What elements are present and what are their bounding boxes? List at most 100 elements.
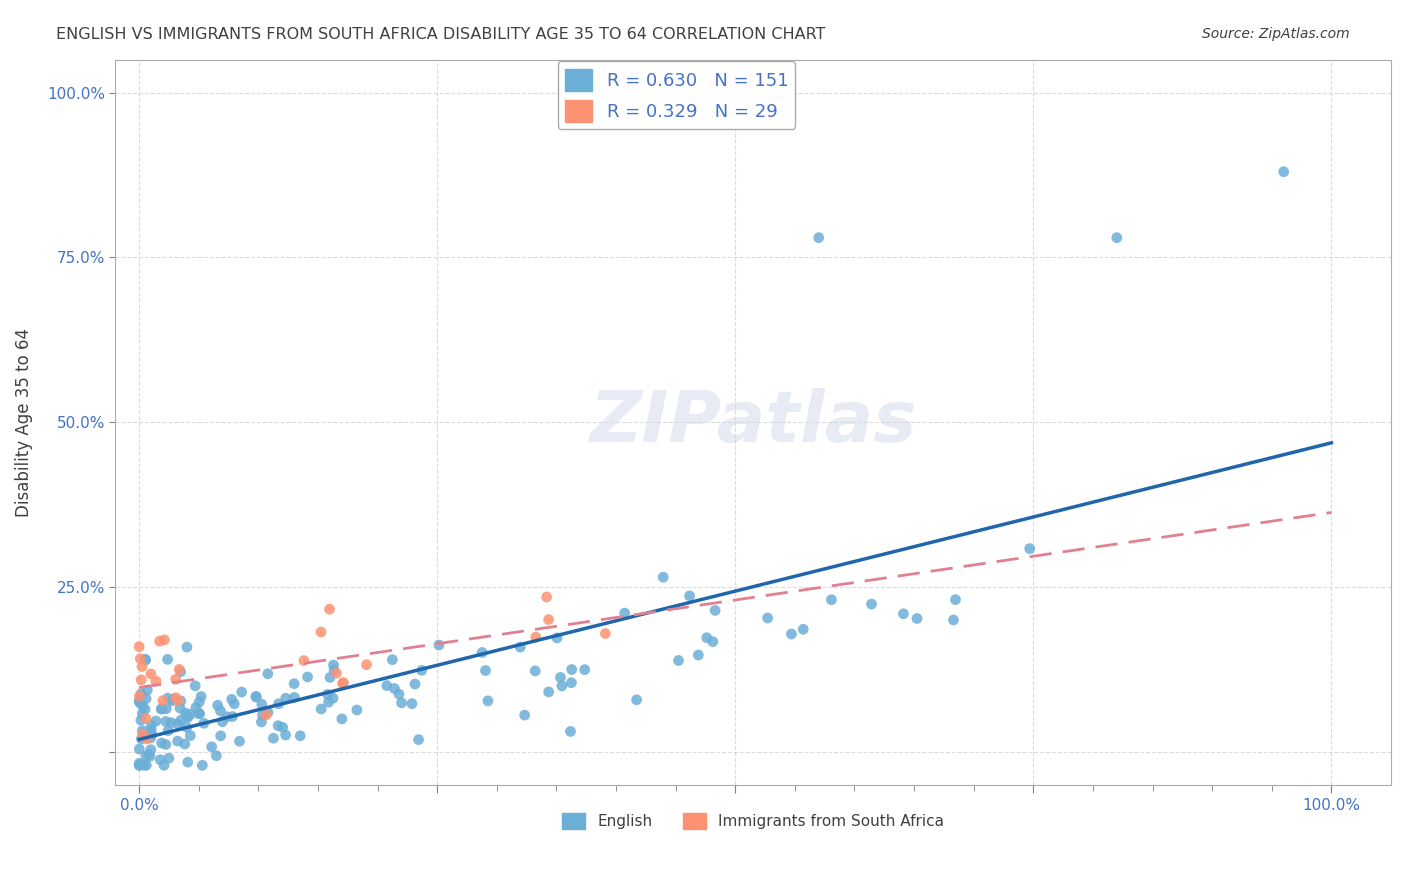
Immigrants from South Africa (332, 676, 354, 690)
English (129, 713, 152, 727)
English (524, 664, 547, 678)
English (135, 758, 157, 772)
English (162, 692, 184, 706)
English (257, 706, 280, 720)
Text: Source: ZipAtlas.com: Source: ZipAtlas.com (1202, 27, 1350, 41)
English (309, 702, 332, 716)
English (346, 703, 368, 717)
English (187, 706, 209, 721)
English (551, 679, 574, 693)
English (267, 697, 290, 711)
English (678, 589, 700, 603)
English (267, 719, 290, 733)
English (375, 679, 398, 693)
English (141, 718, 163, 732)
English (155, 702, 177, 716)
English (139, 749, 162, 764)
English (626, 692, 648, 706)
English (211, 714, 233, 729)
English (128, 758, 150, 772)
English (131, 706, 153, 721)
English (145, 714, 167, 728)
English (131, 731, 153, 746)
English (283, 676, 305, 690)
English (231, 685, 253, 699)
English (150, 736, 173, 750)
English (155, 738, 177, 752)
English (131, 698, 153, 713)
English (702, 634, 724, 648)
Immigrants from South Africa (309, 625, 332, 640)
English (166, 734, 188, 748)
English (561, 663, 583, 677)
English (177, 755, 200, 769)
English (860, 597, 883, 611)
English (128, 695, 150, 709)
English (696, 631, 718, 645)
English (132, 758, 155, 772)
English (205, 748, 228, 763)
English (134, 652, 156, 666)
English (139, 742, 162, 756)
English (221, 709, 243, 723)
Immigrants from South Africa (145, 674, 167, 689)
English (537, 685, 560, 699)
English (322, 691, 344, 706)
English (477, 694, 499, 708)
English (141, 727, 163, 741)
English (256, 666, 278, 681)
Immigrants from South Africa (135, 712, 157, 726)
English (297, 670, 319, 684)
English (945, 592, 967, 607)
English (136, 683, 159, 698)
English (207, 698, 229, 713)
English (169, 665, 191, 679)
English (474, 664, 496, 678)
Immigrants from South Africa (318, 602, 340, 616)
Immigrants from South Africa (129, 673, 152, 687)
English (149, 753, 172, 767)
English (150, 702, 173, 716)
English (283, 690, 305, 705)
English (174, 706, 197, 720)
English (128, 756, 150, 771)
English (271, 720, 294, 734)
English (560, 675, 582, 690)
English (319, 670, 342, 684)
English (780, 627, 803, 641)
English (135, 653, 157, 667)
English (1272, 165, 1295, 179)
English (252, 708, 274, 723)
English (138, 729, 160, 743)
English (408, 732, 430, 747)
English (756, 611, 779, 625)
English (688, 648, 710, 662)
English (546, 631, 568, 645)
English (155, 714, 177, 729)
Immigrants from South Africa (254, 708, 277, 723)
English (128, 758, 150, 772)
English (245, 690, 267, 704)
Immigrants from South Africa (356, 657, 378, 672)
English (704, 603, 727, 617)
Immigrants from South Africa (139, 667, 162, 681)
Immigrants from South Africa (128, 689, 150, 703)
English (228, 734, 250, 748)
Text: ENGLISH VS IMMIGRANTS FROM SOUTH AFRICA DISABILITY AGE 35 TO 64 CORRELATION CHAR: ENGLISH VS IMMIGRANTS FROM SOUTH AFRICA … (56, 27, 825, 42)
English (157, 751, 180, 765)
English (792, 622, 814, 636)
English (179, 707, 201, 722)
English (262, 731, 284, 746)
English (138, 747, 160, 762)
English (274, 691, 297, 706)
English (131, 723, 153, 738)
English (388, 687, 411, 701)
English (209, 729, 232, 743)
English (942, 613, 965, 627)
English (184, 700, 207, 714)
Immigrants from South Africa (165, 690, 187, 705)
English (157, 723, 180, 738)
English (322, 658, 344, 673)
Immigrants from South Africa (131, 727, 153, 741)
Immigrants from South Africa (136, 731, 159, 746)
